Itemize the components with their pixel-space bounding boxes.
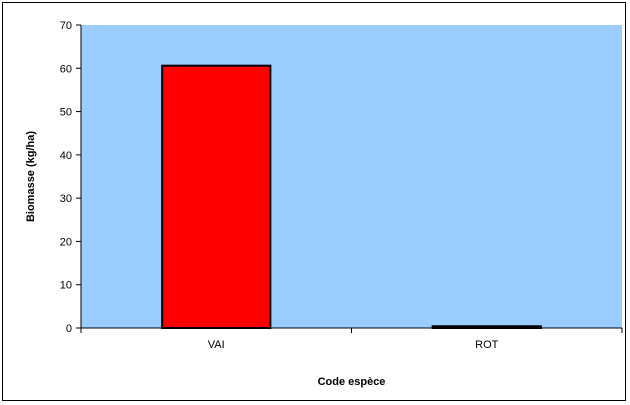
y-tick-label: 50 (60, 107, 72, 119)
bar-vai (161, 64, 272, 329)
x-ticks: VAI ROT (80, 328, 623, 351)
y-tick-label: 40 (60, 150, 72, 162)
y-tick-label: 20 (60, 236, 72, 248)
bars (161, 64, 542, 330)
y-tick-label: 0 (66, 323, 72, 335)
y-axis-title: Biomasse (kg/ha) (25, 131, 37, 222)
x-tick-label: ROT (475, 339, 499, 351)
y-tick-label: 10 (60, 280, 72, 292)
y-tick-label: 30 (60, 193, 72, 205)
y-tick-label: 70 (60, 20, 72, 32)
x-tick-label: VAI (208, 339, 225, 351)
y-ticks: 0 10 20 30 40 50 60 70 (60, 20, 81, 335)
y-tick-label: 60 (60, 63, 72, 75)
x-axis-title: Code espèce (318, 376, 386, 388)
